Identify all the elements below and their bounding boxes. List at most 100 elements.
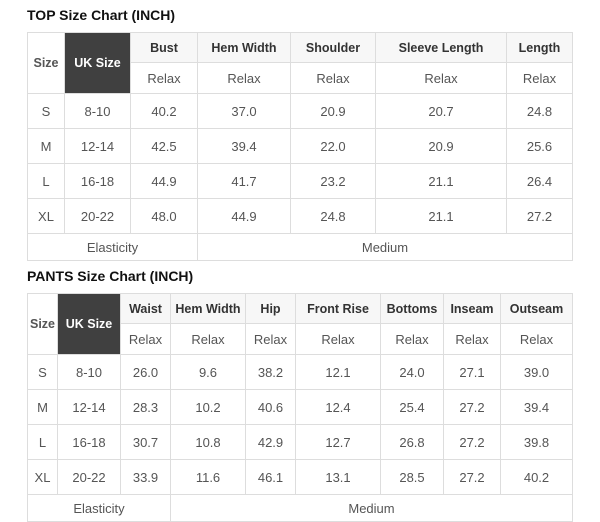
value-cell: 38.2 [245,354,296,390]
value-cell: 27.2 [443,459,501,495]
top-fit-cell-bust: Relax [130,62,198,94]
pants-size-corner-header: Size [27,293,58,355]
top-column-header-length: Length [506,32,573,63]
top-column-header-sleeve-length: Sleeve Length [375,32,507,63]
elasticity-value-cell: Medium [197,233,573,261]
value-cell: 20.7 [375,93,507,129]
top-chart-title: TOP Size Chart (INCH) [27,7,176,23]
top-table-row-xl: XL 20-22 48.0 44.9 24.8 21.1 27.2 [27,198,573,234]
pants-fit-cell-hem-width: Relax [170,323,246,355]
uk-size-cell: 8-10 [64,93,131,129]
value-cell: 33.9 [120,459,171,495]
elasticity-value-cell: Medium [170,494,573,522]
value-cell: 24.8 [290,198,376,234]
pants-fit-cell-waist: Relax [120,323,171,355]
value-cell: 27.1 [443,354,501,390]
value-cell: 24.8 [506,93,573,129]
size-cell: L [27,163,65,199]
pants-elasticity-row: Elasticity Medium [27,494,573,522]
size-cell: S [27,354,58,390]
top-size-chart-section: TOP Size Chart (INCH) Size UK Size Bust … [27,7,573,261]
value-cell: 20.9 [290,93,376,129]
value-cell: 44.9 [130,163,198,199]
value-cell: 26.8 [380,424,444,460]
value-cell: 41.7 [197,163,291,199]
value-cell: 40.6 [245,389,296,425]
value-cell: 28.3 [120,389,171,425]
value-cell: 28.5 [380,459,444,495]
pants-fit-row: Relax Relax Relax Relax Relax Relax Rela… [28,323,573,355]
pants-fit-cell-front-rise: Relax [295,323,381,355]
value-cell: 40.2 [130,93,198,129]
value-cell: 27.2 [506,198,573,234]
uk-size-cell: 20-22 [64,198,131,234]
value-cell: 26.0 [120,354,171,390]
value-cell: 42.9 [245,424,296,460]
pants-size-chart-section: PANTS Size Chart (INCH) Size UK Size Wai… [27,268,573,522]
value-cell: 10.8 [170,424,246,460]
value-cell: 37.0 [197,93,291,129]
top-table-row-m: M 12-14 42.5 39.4 22.0 20.9 25.6 [27,128,573,164]
top-size-corner-header: Size [27,32,65,94]
top-fit-cell-sleeve-length: Relax [375,62,507,94]
value-cell: 44.9 [197,198,291,234]
value-cell: 30.7 [120,424,171,460]
pants-fit-cell-inseam: Relax [443,323,501,355]
value-cell: 11.6 [170,459,246,495]
pants-table-row-s: S 8-10 26.0 9.6 38.2 12.1 24.0 27.1 39.0 [27,354,573,390]
top-fit-row: Relax Relax Relax Relax Relax [28,62,573,94]
top-header-row: Size UK Size Bust Hem Width Shoulder Sle… [27,32,573,94]
pants-fit-cell-hip: Relax [245,323,296,355]
pants-fit-cell-outseam: Relax [500,323,573,355]
top-uk-size-corner-header: UK Size [64,32,131,94]
value-cell: 21.1 [375,163,507,199]
pants-column-header-outseam: Outseam [500,293,573,324]
value-cell: 25.6 [506,128,573,164]
value-cell: 21.1 [375,198,507,234]
uk-size-cell: 20-22 [57,459,121,495]
value-cell: 39.8 [500,424,573,460]
size-cell: M [27,128,65,164]
value-cell: 22.0 [290,128,376,164]
value-cell: 42.5 [130,128,198,164]
pants-size-table: Size UK Size Waist Hem Width Hip Front R… [27,293,573,522]
size-cell: L [27,424,58,460]
pants-table-row-xl: XL 20-22 33.9 11.6 46.1 13.1 28.5 27.2 4… [27,459,573,495]
value-cell: 12.1 [295,354,381,390]
pants-column-header-bottoms: Bottoms [380,293,444,324]
pants-column-header-hip: Hip [245,293,296,324]
value-cell: 48.0 [130,198,198,234]
top-elasticity-row: Elasticity Medium [27,233,573,261]
top-column-header-shoulder: Shoulder [290,32,376,63]
uk-size-cell: 12-14 [64,128,131,164]
pants-column-header-front-rise: Front Rise [295,293,381,324]
pants-column-header-waist: Waist [120,293,171,324]
value-cell: 46.1 [245,459,296,495]
size-cell: XL [27,198,65,234]
value-cell: 24.0 [380,354,444,390]
pants-table-row-m: M 12-14 28.3 10.2 40.6 12.4 25.4 27.2 39… [27,389,573,425]
value-cell: 20.9 [375,128,507,164]
top-table-row-s: S 8-10 40.2 37.0 20.9 20.7 24.8 [27,93,573,129]
value-cell: 23.2 [290,163,376,199]
value-cell: 13.1 [295,459,381,495]
value-cell: 39.4 [197,128,291,164]
value-cell: 26.4 [506,163,573,199]
top-column-header-hem-width: Hem Width [197,32,291,63]
pants-chart-title: PANTS Size Chart (INCH) [27,268,194,284]
top-fit-cell-shoulder: Relax [290,62,376,94]
pants-column-header-hem-width: Hem Width [170,293,246,324]
elasticity-label-cell: Elasticity [27,233,198,261]
value-cell: 39.0 [500,354,573,390]
uk-size-cell: 12-14 [57,389,121,425]
top-column-header-bust: Bust [130,32,198,63]
value-cell: 9.6 [170,354,246,390]
value-cell: 25.4 [380,389,444,425]
value-cell: 12.7 [295,424,381,460]
pants-uk-size-corner-header: UK Size [57,293,121,355]
value-cell: 40.2 [500,459,573,495]
top-fit-cell-hem-width: Relax [197,62,291,94]
top-fit-cell-length: Relax [506,62,573,94]
pants-column-header-inseam: Inseam [443,293,501,324]
pants-header-row: Size UK Size Waist Hem Width Hip Front R… [27,293,573,355]
